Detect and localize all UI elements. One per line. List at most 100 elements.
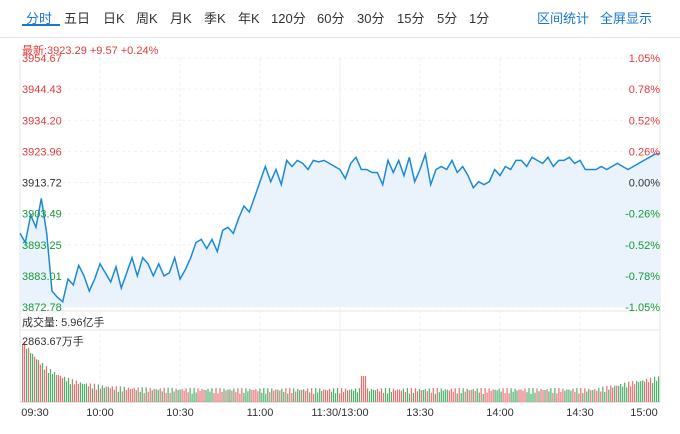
tab-yearly-k[interactable]: 年K bbox=[238, 11, 260, 26]
volume-bar bbox=[295, 391, 297, 402]
volume-bar bbox=[49, 369, 52, 402]
volume-bar bbox=[121, 391, 123, 402]
volume-bar bbox=[574, 392, 576, 402]
volume-bar bbox=[522, 390, 524, 402]
volume-bar bbox=[392, 388, 394, 402]
latest-quote: 最新:3923.29 +9.57 +0.24% bbox=[22, 45, 159, 57]
volume-bar bbox=[564, 390, 566, 402]
volume-bar bbox=[279, 390, 281, 402]
volume-bar bbox=[562, 388, 564, 402]
volume-bar bbox=[446, 389, 448, 402]
volume-bar bbox=[165, 392, 167, 402]
volume-bar bbox=[335, 393, 337, 402]
volume-bar bbox=[283, 391, 285, 402]
volume-bar bbox=[323, 389, 325, 402]
volume-bar bbox=[233, 388, 235, 402]
volume-bar bbox=[486, 392, 488, 402]
tab-weekly-k[interactable]: 周K bbox=[136, 11, 158, 26]
tab-five-day[interactable]: 五日 bbox=[64, 11, 91, 26]
volume-bar bbox=[257, 391, 259, 402]
volume-bar bbox=[606, 385, 608, 402]
volume-bar bbox=[251, 390, 253, 402]
volume-bar bbox=[211, 388, 213, 402]
volume-bar bbox=[213, 393, 215, 402]
volume-bar bbox=[333, 388, 335, 402]
volume-bar bbox=[544, 390, 546, 402]
tab-60min[interactable]: 60分 bbox=[317, 11, 345, 26]
volume-bar bbox=[470, 389, 472, 402]
volume-bar bbox=[183, 390, 185, 402]
volume-bar bbox=[586, 391, 588, 402]
volume-bar bbox=[85, 383, 87, 402]
fullscreen-link[interactable]: 全屏显示 bbox=[600, 11, 653, 26]
tab-daily-k[interactable]: 日K bbox=[103, 11, 125, 26]
volume-bar bbox=[452, 391, 454, 402]
volume-bar bbox=[329, 388, 331, 402]
volume-bar bbox=[299, 390, 301, 402]
volume-bar bbox=[36, 359, 38, 402]
volume-bar bbox=[550, 388, 552, 402]
volume-bar bbox=[412, 392, 414, 402]
volume-bar bbox=[269, 392, 271, 402]
volume-bar bbox=[47, 372, 50, 402]
volume-bar bbox=[327, 390, 329, 402]
volume-bar bbox=[173, 391, 175, 402]
volume-bar bbox=[161, 391, 163, 402]
volume-bar bbox=[610, 385, 612, 402]
interval-stats-link[interactable]: 区间统计 bbox=[537, 11, 590, 26]
price-axis-label: 3872.78 bbox=[22, 302, 62, 314]
volume-bar bbox=[123, 386, 125, 402]
volume-bar bbox=[63, 376, 66, 402]
volume-bar bbox=[24, 341, 26, 402]
volume-bar bbox=[378, 391, 381, 402]
volume-bar bbox=[171, 387, 173, 402]
volume-bar bbox=[195, 392, 197, 402]
volume-bar bbox=[654, 376, 656, 402]
volume-bar bbox=[113, 389, 115, 402]
volume-bar bbox=[454, 388, 456, 402]
volume-bar bbox=[406, 388, 408, 402]
volume-bar bbox=[83, 384, 85, 402]
percent-axis-label: -0.26% bbox=[625, 209, 660, 221]
volume-bar bbox=[345, 388, 347, 402]
volume-bar bbox=[149, 387, 151, 402]
volume-bar bbox=[22, 344, 24, 402]
tab-30min[interactable]: 30分 bbox=[357, 11, 385, 26]
tab-5min[interactable]: 5分 bbox=[437, 11, 458, 26]
volume-bar bbox=[131, 388, 133, 402]
volume-bar bbox=[496, 390, 498, 402]
volume-bar bbox=[147, 391, 149, 402]
tab-1min[interactable]: 1分 bbox=[469, 11, 490, 26]
volume-bar bbox=[95, 389, 97, 402]
volume-bar bbox=[321, 391, 323, 402]
tab-monthly-k[interactable]: 月K bbox=[170, 11, 192, 26]
volume-bar bbox=[400, 390, 402, 402]
tab-15min[interactable]: 15分 bbox=[397, 11, 425, 26]
volume-bar bbox=[293, 388, 295, 402]
volume-bar bbox=[227, 389, 229, 402]
volume-bar bbox=[478, 392, 480, 402]
volume-bar bbox=[189, 387, 191, 402]
volume-bar bbox=[265, 393, 267, 402]
tab-quarterly-k[interactable]: 季K bbox=[204, 11, 226, 26]
volume-bar bbox=[77, 384, 79, 402]
volume-bar bbox=[580, 388, 582, 402]
volume-bar bbox=[460, 393, 462, 402]
tab-120min[interactable]: 120分 bbox=[271, 11, 306, 26]
volume-bar bbox=[201, 389, 203, 402]
tab-timeshare[interactable]: 分时 bbox=[26, 11, 53, 26]
volume-bar bbox=[426, 391, 428, 402]
volume-bar bbox=[59, 375, 62, 402]
volume-bar bbox=[418, 389, 420, 402]
volume-bar bbox=[291, 393, 293, 402]
volume-bar bbox=[159, 388, 161, 402]
volume-bar bbox=[582, 392, 584, 402]
volume-bar bbox=[129, 389, 131, 402]
volume-bar bbox=[492, 389, 494, 402]
volume-bar bbox=[51, 374, 54, 402]
volume-bar bbox=[217, 393, 219, 402]
volume-bar bbox=[484, 388, 486, 402]
volume-bar bbox=[155, 389, 157, 402]
volume-bar bbox=[614, 385, 616, 402]
